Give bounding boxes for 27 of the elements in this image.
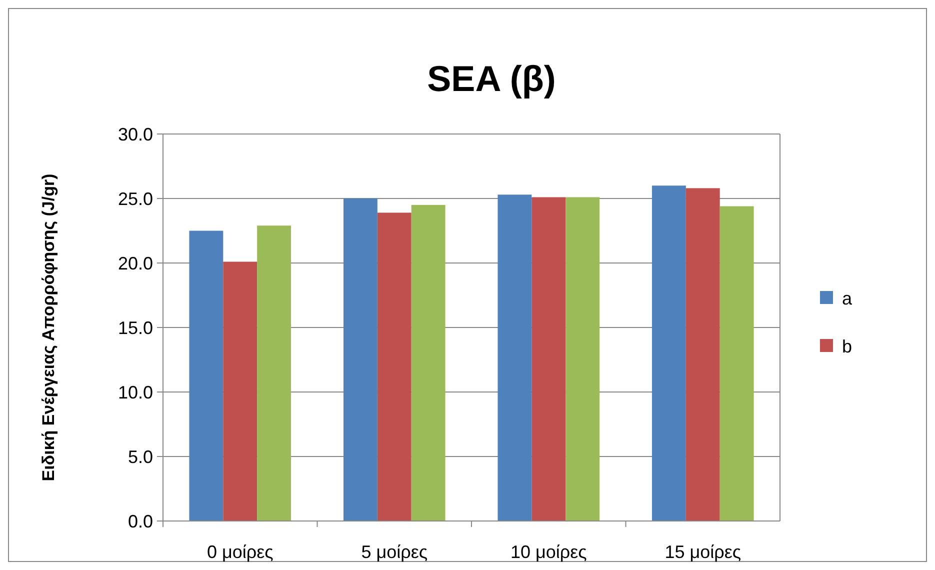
bar xyxy=(566,197,600,521)
bar xyxy=(498,194,532,521)
y-tick-label: 0.0 xyxy=(128,511,153,532)
bar xyxy=(720,206,754,521)
bar xyxy=(377,212,412,521)
bar xyxy=(257,226,292,521)
bar xyxy=(532,197,566,521)
x-tick-label: 10 μοίρες xyxy=(510,542,588,562)
y-tick-label: 15.0 xyxy=(118,318,153,338)
legend-label: b xyxy=(842,336,852,356)
legend-label: a xyxy=(842,288,853,308)
y-tick-label: 5.0 xyxy=(128,446,153,467)
y-tick-label: 10.0 xyxy=(118,382,153,402)
bar xyxy=(223,262,258,521)
y-tick-label: 30.0 xyxy=(118,124,153,144)
x-tick-label: 15 μοίρες xyxy=(664,542,742,562)
bar xyxy=(652,186,686,521)
y-tick-label: 25.0 xyxy=(118,188,153,209)
x-tick-label: 0 μοίρες xyxy=(206,542,274,562)
x-tick-label: 5 μοίρες xyxy=(361,542,428,562)
chart-title: SEA (β) xyxy=(427,58,556,99)
y-axis-title: Ειδική Ενέργειας Απορρόφησης (J/gr) xyxy=(39,174,58,482)
bar xyxy=(411,204,446,521)
y-tick-label: 20.0 xyxy=(118,253,153,274)
bar xyxy=(686,188,720,521)
bar xyxy=(189,230,224,521)
bar xyxy=(343,198,378,521)
